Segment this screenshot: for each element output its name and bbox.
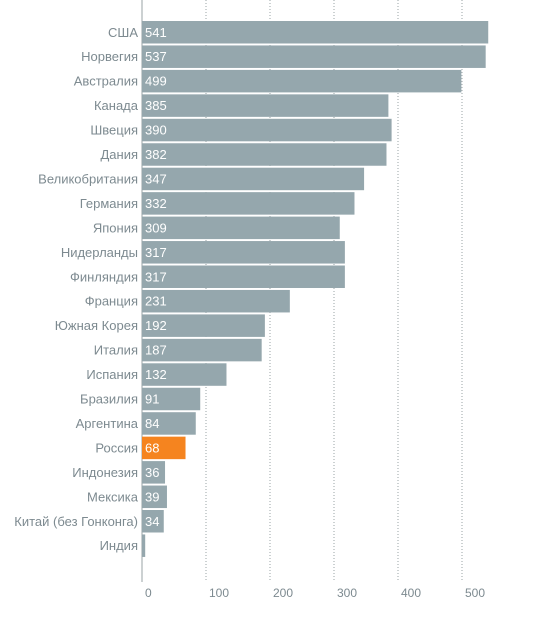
data-label: 332 — [145, 196, 167, 211]
bar — [142, 69, 462, 93]
bar — [142, 338, 262, 362]
bar — [142, 485, 167, 509]
data-label: 39 — [145, 489, 159, 504]
data-label: 192 — [145, 318, 167, 333]
category-label: Швеция — [90, 123, 138, 138]
data-label: 537 — [145, 49, 167, 64]
data-label: 317 — [145, 245, 167, 260]
x-tick-label: 300 — [337, 586, 357, 600]
x-axis-ticks: 0 100 200 300 400 500 — [145, 586, 485, 600]
bar — [142, 363, 227, 386]
category-label: Норвегия — [81, 49, 138, 64]
category-label: Аргентина — [76, 416, 139, 431]
data-label: 91 — [145, 392, 159, 407]
data-label: 187 — [145, 343, 167, 358]
bar — [142, 118, 392, 142]
data-label: 84 — [145, 416, 159, 431]
bar — [142, 461, 166, 484]
bar — [142, 265, 345, 288]
data-label: 390 — [145, 123, 167, 138]
category-label: Франция — [85, 294, 138, 309]
category-label: Индонезия — [72, 465, 138, 480]
bar — [142, 289, 290, 313]
data-label: 5 — [145, 538, 152, 553]
bar — [142, 436, 186, 460]
bar — [142, 21, 489, 44]
bar — [142, 94, 389, 117]
category-label: Канада — [94, 98, 139, 113]
category-label: Германия — [80, 196, 138, 211]
category-label: Япония — [93, 220, 138, 235]
x-tick-label: 500 — [465, 586, 485, 600]
data-label: 309 — [145, 220, 167, 235]
category-label: Россия — [95, 440, 138, 455]
bars: США 541 Норвегия 537 Австралия 499 Канада 385 Шв… — [14, 21, 489, 557]
category-label: Испания — [86, 367, 138, 382]
category-label: США — [108, 25, 138, 40]
data-label: 541 — [145, 25, 167, 40]
bar — [142, 241, 345, 264]
bar — [142, 534, 146, 557]
bar — [142, 387, 201, 411]
bar — [142, 167, 365, 191]
category-label: Великобритания — [38, 171, 138, 186]
data-label: 347 — [145, 171, 167, 186]
category-label: Италия — [94, 343, 138, 358]
category-label: Финляндия — [70, 269, 138, 284]
bar — [142, 314, 265, 337]
data-label: 36 — [145, 465, 159, 480]
category-label: Южная Корея — [55, 318, 138, 333]
data-label: 34 — [145, 514, 159, 529]
bar — [142, 216, 340, 240]
x-tick-label: 200 — [273, 586, 293, 600]
category-label: Австралия — [74, 74, 138, 89]
x-tick-label: 100 — [209, 586, 229, 600]
data-label: 231 — [145, 294, 167, 309]
data-label: 132 — [145, 367, 167, 382]
bar — [142, 143, 387, 166]
data-label: 382 — [145, 147, 167, 162]
bar — [142, 412, 196, 435]
data-label: 68 — [145, 440, 159, 455]
data-label: 385 — [145, 98, 167, 113]
bar — [142, 510, 164, 533]
data-label: 499 — [145, 74, 167, 89]
category-label: Мексика — [87, 489, 139, 504]
category-label: Бразилия — [80, 392, 138, 407]
category-label: Индия — [100, 538, 138, 553]
x-tick-label: 400 — [401, 586, 421, 600]
bar — [142, 45, 486, 68]
data-label: 317 — [145, 269, 167, 284]
x-tick-label: 0 — [145, 586, 152, 600]
category-label: Китай (без Гонконга) — [14, 514, 138, 529]
bar — [142, 192, 355, 215]
category-label: Дания — [100, 147, 138, 162]
category-label: Нидерланды — [61, 245, 138, 260]
